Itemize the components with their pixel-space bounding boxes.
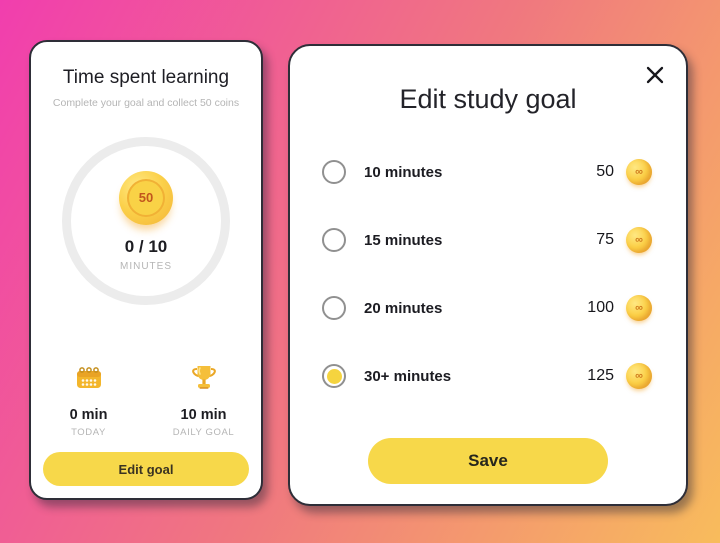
modal-title: Edit study goal xyxy=(399,84,577,114)
progress-value: 0 / 10 xyxy=(124,236,168,256)
card-subtitle: Complete your goal and collect 50 coins xyxy=(52,97,240,109)
option-row-15-minutes[interactable]: 15 minutes 75 ∞ xyxy=(322,218,652,262)
option-label: 20 minutes xyxy=(364,299,443,317)
option-row-20-minutes[interactable]: 20 minutes 100 ∞ xyxy=(322,286,652,330)
radio-button[interactable] xyxy=(322,228,346,252)
goal-options-list: 10 minutes 50 ∞ 15 minutes 75 ∞ 20 minut… xyxy=(290,150,686,398)
today-label: TODAY xyxy=(71,427,106,438)
coin-count: 100 xyxy=(587,299,614,316)
edit-study-goal-modal: Edit study goal 10 minutes 50 ∞ 15 minut… xyxy=(288,44,688,506)
radio-button[interactable] xyxy=(322,364,346,388)
coin-icon: ∞ xyxy=(626,227,652,253)
coin-icon: ∞ xyxy=(626,159,652,185)
option-row-10-minutes[interactable]: 10 minutes 50 ∞ xyxy=(322,150,652,194)
option-row-30-plus-minutes[interactable]: 30+ minutes 125 ∞ xyxy=(322,354,652,398)
progress-ring: 50 0 / 10 MINUTES xyxy=(62,137,230,305)
progress-unit: MINUTES xyxy=(120,260,172,272)
card-title: Time spent learning xyxy=(62,67,230,88)
coin-icon: 50 xyxy=(119,170,173,225)
option-label: 15 minutes xyxy=(364,231,443,249)
stat-today: 0 min TODAY xyxy=(31,362,146,438)
calendar-icon xyxy=(73,362,105,394)
edit-goal-button[interactable]: Edit goal xyxy=(43,452,249,486)
option-label: 10 minutes xyxy=(364,163,443,181)
close-icon[interactable] xyxy=(640,60,670,90)
coin-count: 50 xyxy=(596,163,614,180)
radio-button[interactable] xyxy=(322,296,346,320)
stat-daily-goal: 10 min DAILY GOAL xyxy=(146,362,261,438)
trophy-icon xyxy=(188,362,220,394)
stats-row: 0 min TODAY 10 min DAILY GOAL xyxy=(31,362,261,438)
today-value: 0 min xyxy=(69,407,108,423)
daily-goal-value: 10 min xyxy=(180,407,227,423)
option-label: 30+ minutes xyxy=(364,367,452,385)
daily-goal-label: DAILY GOAL xyxy=(172,427,235,438)
coin-count: 125 xyxy=(587,367,614,384)
save-button[interactable]: Save xyxy=(368,438,608,484)
coin-icon: ∞ xyxy=(626,295,652,321)
coin-value: 50 xyxy=(127,178,165,217)
time-spent-card: Time spent learning Complete your goal a… xyxy=(29,40,263,500)
coin-count: 75 xyxy=(596,231,614,248)
radio-button[interactable] xyxy=(322,160,346,184)
coin-icon: ∞ xyxy=(626,363,652,389)
